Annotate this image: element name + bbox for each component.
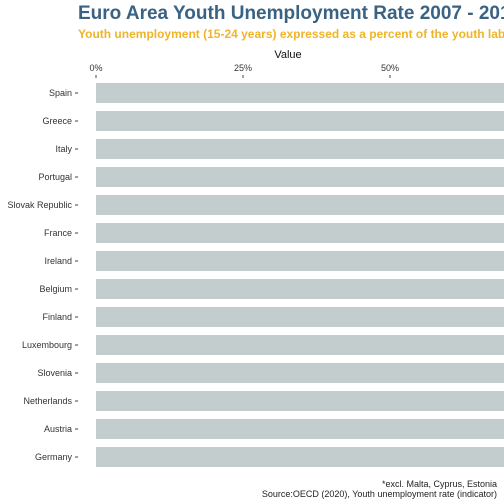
y-tick-label: Germany (35, 452, 73, 462)
y-tick-label: Austria (44, 424, 72, 434)
bar (96, 251, 504, 271)
y-tick-label: Belgium (39, 284, 72, 294)
bar (96, 195, 504, 215)
bar (96, 447, 504, 467)
x-tick-label: 0% (89, 63, 102, 73)
bar (96, 139, 504, 159)
y-tick-label: Slovenia (37, 368, 72, 378)
bar (96, 307, 504, 327)
source-note: Source:OECD (2020), Youth unemployment r… (261, 489, 497, 499)
x-tick-label: 50% (381, 63, 399, 73)
chart-subtitle: Youth unemployment (15-24 years) express… (78, 27, 504, 41)
bar (96, 223, 504, 243)
bar (96, 419, 504, 439)
bar (96, 167, 504, 187)
bar (96, 83, 504, 103)
exclusion-note: *excl. Malta, Cyprus, Estonia (381, 479, 497, 489)
x-axis-label: Value (274, 49, 301, 61)
bar (96, 363, 504, 383)
y-tick-label: Italy (55, 144, 72, 154)
bar (96, 279, 504, 299)
bar (96, 391, 504, 411)
y-tick-label: Greece (42, 116, 72, 126)
y-tick-label: Finland (42, 312, 72, 322)
y-tick-label: France (44, 228, 72, 238)
y-tick-label: Ireland (44, 256, 72, 266)
x-tick-label: 25% (234, 63, 252, 73)
bar (96, 335, 504, 355)
y-tick-label: Spain (49, 88, 72, 98)
y-tick-label: Netherlands (23, 396, 72, 406)
y-tick-label: Slovak Republic (7, 200, 72, 210)
bar (96, 111, 504, 131)
y-tick-label: Luxembourg (22, 340, 72, 350)
y-tick-label: Portugal (38, 172, 72, 182)
chart-title: Euro Area Youth Unemployment Rate 2007 -… (78, 3, 504, 24)
